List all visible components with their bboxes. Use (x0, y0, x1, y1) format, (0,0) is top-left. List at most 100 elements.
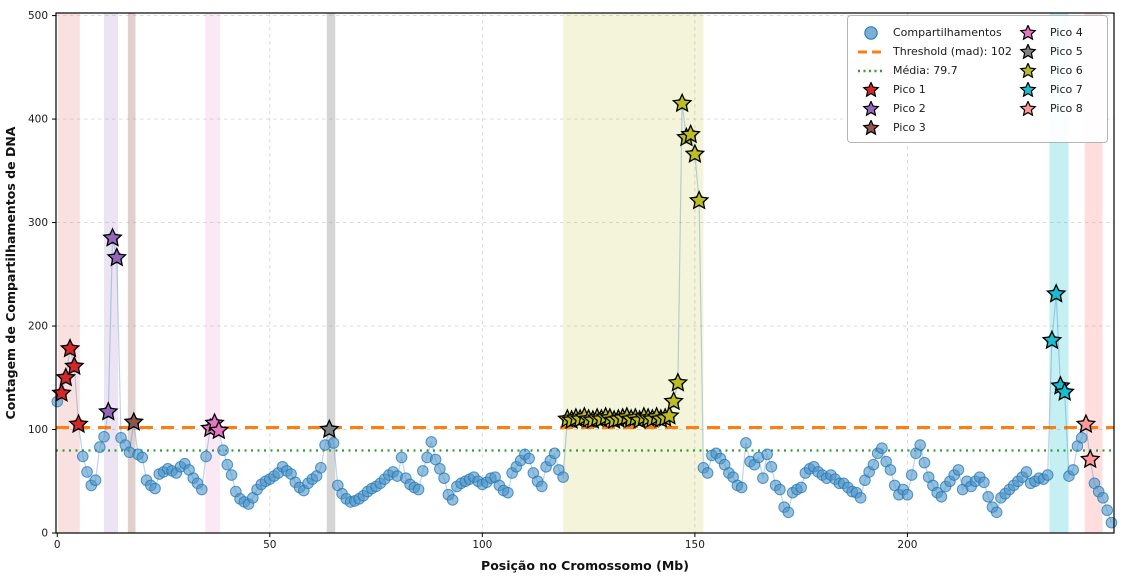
legend-item-threshold-label: Threshold (mad): 102 (893, 45, 1012, 58)
legend-star-marker-icon (862, 100, 880, 116)
legend-item-pico-7: Pico 7 (1014, 80, 1083, 99)
data-point (446, 494, 459, 506)
legend-star-marker-icon (1019, 62, 1037, 78)
peak-band-2 (104, 13, 119, 533)
legend-star-marker-icon (862, 119, 880, 135)
legend-item-pico-5: Pico 5 (1014, 42, 1083, 61)
peak-star-1 (55, 366, 77, 387)
legend-item-pico-3: Pico 3 (857, 118, 1010, 137)
data-point (735, 481, 748, 494)
data-point (98, 430, 110, 443)
data-point (557, 471, 569, 483)
data-point (81, 466, 93, 478)
data-point (412, 483, 425, 496)
plot-border (55, 12, 1115, 534)
data-point (867, 458, 880, 471)
data-point (89, 474, 102, 487)
legend-item-pico-6: Pico 6 (1014, 61, 1083, 80)
y-tick-label: 100 (28, 424, 48, 436)
data-point (740, 437, 752, 449)
data-point (76, 450, 89, 463)
legend-item-media: Média: 79.7 (857, 61, 1010, 80)
peak-star-6 (667, 372, 689, 392)
peak-band-4 (205, 13, 221, 533)
legend-item-pico-4-label: Pico 4 (1050, 26, 1083, 39)
data-point (502, 486, 514, 499)
legend-item-pico-4-marker (1014, 24, 1042, 41)
data-point (876, 442, 888, 454)
data-point (795, 481, 807, 494)
data-point (1075, 431, 1088, 444)
y-tick-label: 0 (41, 528, 48, 540)
legend-item-threshold-marker (857, 44, 885, 60)
data-point (914, 439, 926, 451)
peak-star-8 (1075, 413, 1097, 434)
legend-item-pico-3-marker (857, 119, 885, 136)
data-point (429, 453, 442, 466)
peak-band-6 (563, 13, 704, 533)
axes: 0 50 100 150 200 0 100 200 300 400 500 (28, 10, 1115, 551)
legend-item-threshold: Threshold (mad): 102 (857, 42, 1012, 61)
data-point (548, 447, 561, 460)
data-point (425, 436, 438, 448)
peak-band-7 (1049, 13, 1069, 533)
x-tick-label: 100 (472, 539, 492, 551)
data-point (952, 464, 965, 476)
peak-star-6 (671, 92, 693, 113)
data-point (1041, 469, 1054, 481)
legend-item-pico-5-label: Pico 5 (1050, 45, 1083, 58)
data-point (901, 488, 914, 501)
data-point (438, 472, 450, 484)
legend-star-marker-icon (862, 81, 880, 97)
data-point (774, 483, 786, 496)
data-point (523, 452, 535, 465)
data-point (1067, 464, 1079, 476)
legend-item-pico-2-label: Pico 2 (893, 102, 926, 115)
peak-star-1 (64, 355, 85, 376)
peak-star-7 (1041, 329, 1063, 350)
data-point (982, 490, 994, 503)
peak-star-1 (51, 382, 72, 403)
legend-star-marker-icon (1019, 81, 1037, 97)
peak-bands (58, 13, 1103, 533)
x-tick-label: 50 (263, 539, 276, 551)
legend-item-pico-2: Pico 2 (857, 99, 1010, 118)
peak-star-8 (1079, 448, 1101, 469)
peak-star-5 (319, 418, 340, 439)
legend-item-media-marker (857, 63, 885, 79)
legend: Compartilhamentos Threshold (mad): 102 Méd… (847, 15, 1108, 143)
y-tick-label: 300 (28, 217, 48, 229)
legend-item-pico-1: Pico 1 (857, 80, 1010, 99)
x-tick-label: 150 (685, 539, 705, 551)
data-point (782, 506, 795, 519)
data-point (905, 469, 918, 481)
legend-column-1: Compartilhamentos Threshold (mad): 102 Méd… (857, 23, 1012, 137)
peak-star-7 (1045, 283, 1067, 303)
legend-star-marker-icon (1019, 43, 1037, 59)
data-point (1097, 492, 1109, 504)
peak-band-3 (127, 13, 136, 533)
legend-item-compartilhamentos-marker (857, 25, 885, 41)
legend-item-pico-8-marker (1014, 100, 1042, 117)
peak-star-6 (659, 405, 680, 425)
peak-star-2 (102, 227, 123, 247)
data-point (417, 465, 429, 477)
y-tick-label: 400 (28, 114, 48, 126)
x-tick-label: 200 (897, 539, 917, 551)
peak-star-3 (123, 411, 145, 432)
peak-star-6 (688, 190, 710, 210)
legend-item-pico-4: Pico 4 (1014, 23, 1083, 42)
legend-item-pico-6-marker (1014, 62, 1042, 79)
y-tick-label: 200 (28, 321, 48, 333)
data-point (757, 472, 769, 484)
peak-star-2 (98, 401, 119, 421)
legend-item-pico-8: Pico 8 (1014, 99, 1083, 118)
legend-item-pico-6-label: Pico 6 (1050, 64, 1083, 77)
legend-item-pico-1-marker (857, 81, 885, 98)
legend-star-marker-icon (1019, 24, 1037, 40)
legend-item-compartilhamentos: Compartilhamentos (857, 23, 1010, 42)
peak-band-5 (326, 13, 336, 533)
data-point (434, 463, 446, 475)
